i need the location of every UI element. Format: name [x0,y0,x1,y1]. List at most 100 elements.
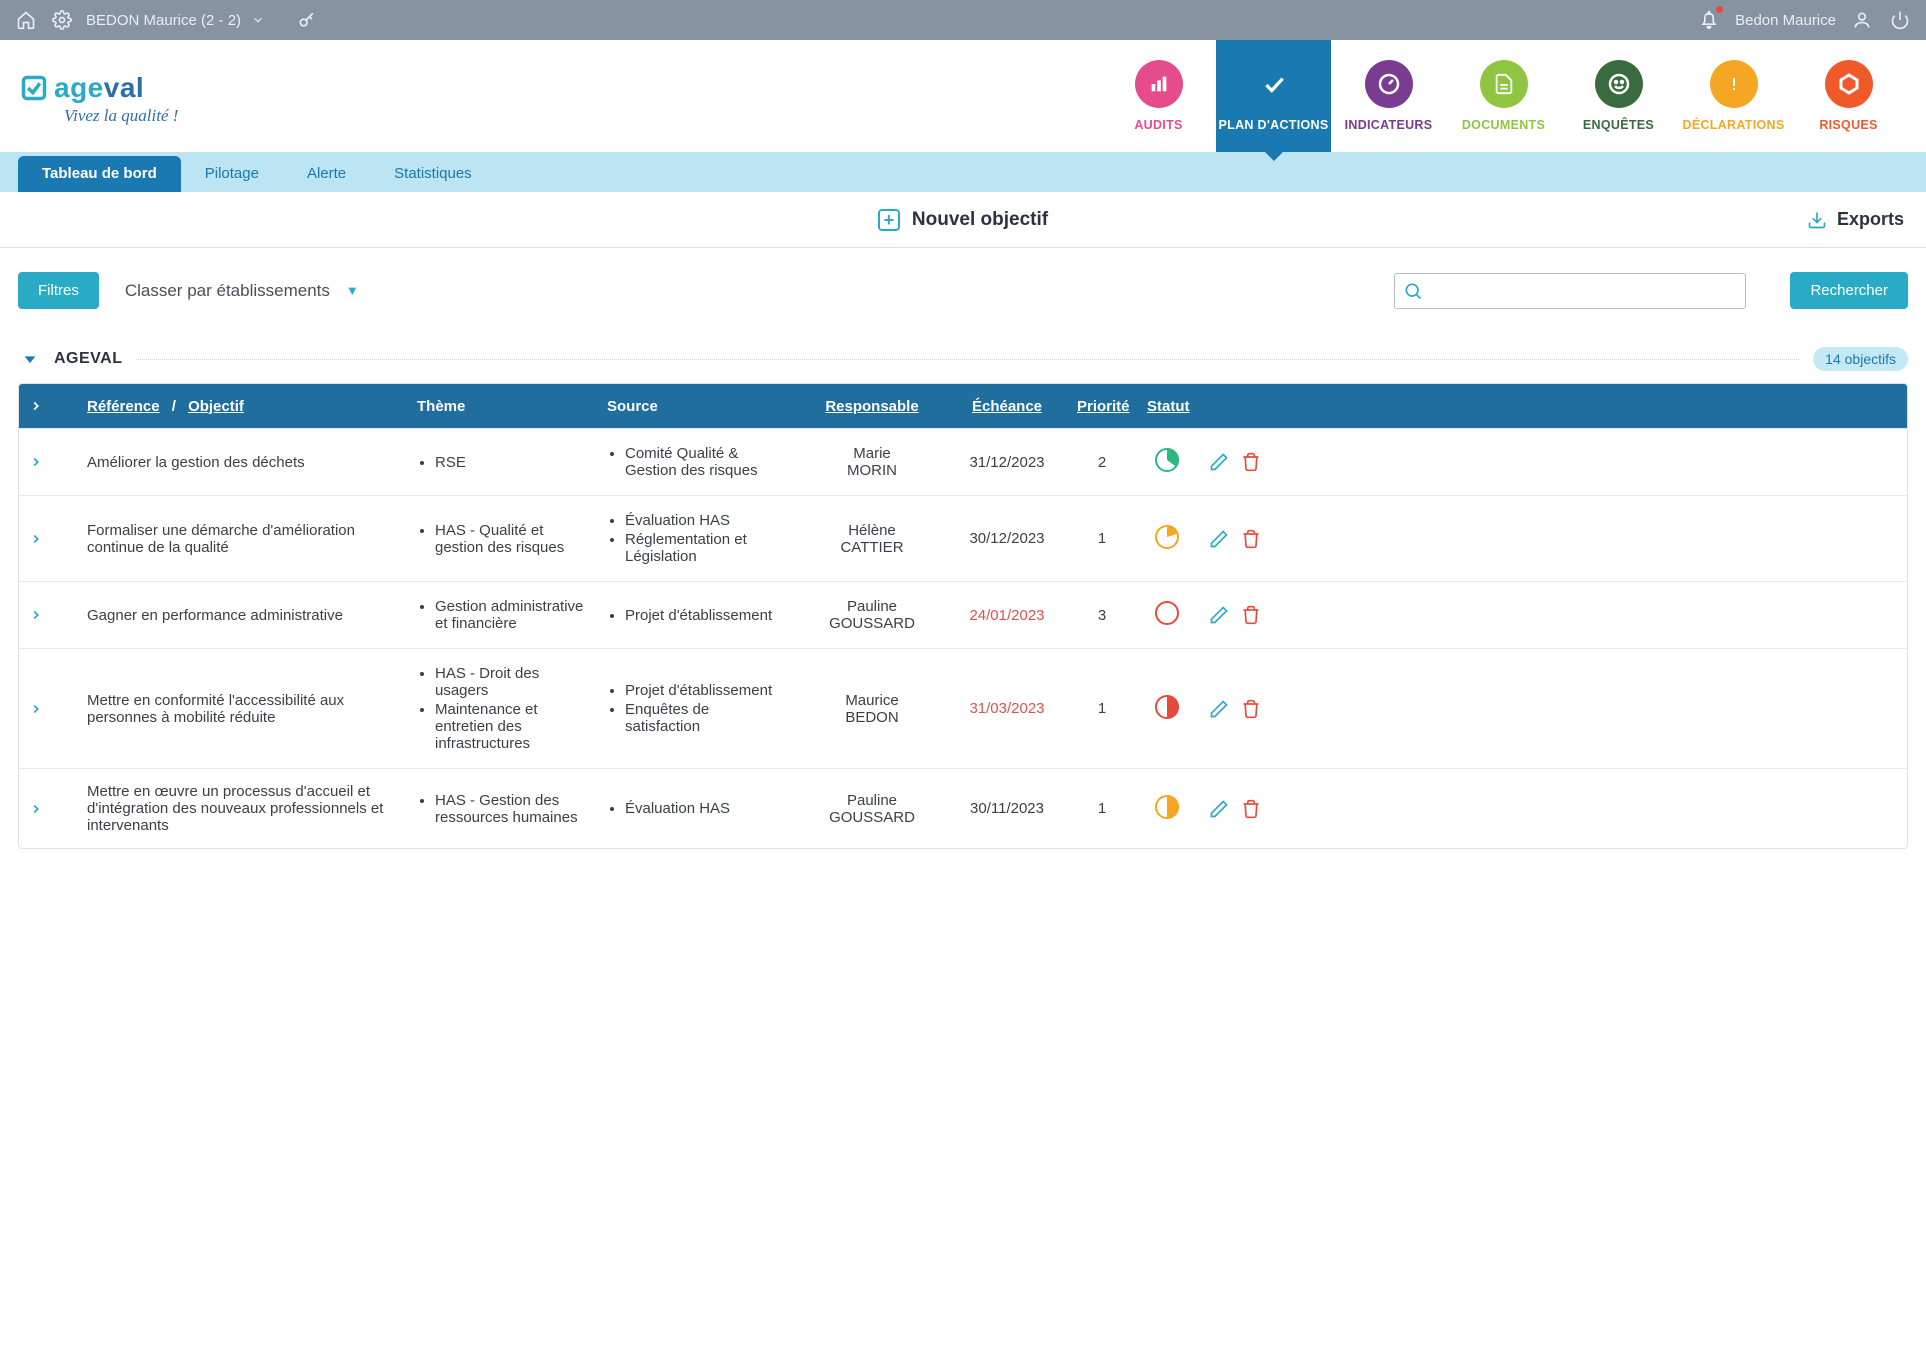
cell-statut [1137,525,1197,553]
cell-priorite: 3 [1067,607,1137,624]
new-objective-button[interactable]: + Nouvel objectif [878,209,1048,231]
triangle-down-icon: ▼ [346,283,359,298]
cell-statut [1137,601,1197,629]
expand-row-icon[interactable] [19,455,77,469]
edit-icon[interactable] [1209,605,1229,625]
group-header: AGEVAL 14 objectifs [0,319,1926,383]
subtab-statistiques[interactable]: Statistiques [370,156,496,192]
status-icon [1155,695,1179,719]
cell-theme: Gestion administrative et financière [407,596,597,634]
table-row: Formaliser une démarche d'amélioration c… [19,495,1907,581]
edit-icon[interactable] [1209,529,1229,549]
table-header: Référence / Objectif Thème Source Respon… [19,384,1907,428]
nav-item-documents[interactable]: DOCUMENTS [1446,40,1561,152]
subtab-tableau-de-bord[interactable]: Tableau de bord [18,156,181,192]
cell-responsable: PaulineGOUSSARD [797,792,947,826]
user-context-label: BEDON Maurice (2 - 2) [86,12,241,29]
nav-item-d-clarations[interactable]: DÉCLARATIONS [1676,40,1791,152]
expand-row-icon[interactable] [19,802,77,816]
user-name: Bedon Maurice [1735,12,1836,29]
header-statut[interactable]: Statut [1137,398,1197,415]
gauge-icon [1365,60,1413,108]
nav-label: INDICATEURS [1345,118,1433,132]
cell-objectif: Formaliser une démarche d'amélioration c… [77,522,407,556]
nav-item-plan-d-actions[interactable]: PLAN D'ACTIONS [1216,40,1331,152]
search-box[interactable] [1394,273,1746,309]
user-icon[interactable] [1850,8,1874,32]
cell-statut [1137,695,1197,723]
source-item: Enquêtes de satisfaction [625,701,787,735]
nav-item-indicateurs[interactable]: INDICATEURS [1331,40,1446,152]
notifications-icon[interactable] [1697,8,1721,32]
delete-icon[interactable] [1241,699,1261,719]
search-button[interactable]: Rechercher [1790,272,1908,309]
cell-responsable: MauriceBEDON [797,692,947,726]
nav-item-audits[interactable]: AUDITS [1101,40,1216,152]
theme-item: Maintenance et entretien des infrastruct… [435,701,587,752]
table-row: Mettre en conformité l'accessibilité aux… [19,648,1907,768]
cell-source: Évaluation HASRéglementation et Législat… [597,510,797,567]
logo[interactable]: ageval Vivez la qualité ! [20,66,178,126]
exports-button[interactable]: Exports [1807,209,1904,230]
main-nav: ageval Vivez la qualité ! AUDITS PLAN D'A… [0,40,1926,152]
header-priorite[interactable]: Priorité [1067,398,1137,415]
expand-row-icon[interactable] [19,608,77,622]
cell-responsable: PaulineGOUSSARD [797,598,947,632]
search-icon [1403,281,1423,301]
cell-statut [1137,448,1197,476]
cell-priorite: 1 [1067,800,1137,817]
objectives-table: Référence / Objectif Thème Source Respon… [18,383,1908,849]
nav-label: RISQUES [1819,118,1877,132]
delete-icon[interactable] [1241,799,1261,819]
plus-icon: + [878,209,900,231]
cell-echeance: 24/01/2023 [947,607,1067,624]
subtab-alerte[interactable]: Alerte [283,156,370,192]
delete-icon[interactable] [1241,529,1261,549]
delete-icon[interactable] [1241,605,1261,625]
delete-icon[interactable] [1241,452,1261,472]
smile-icon [1595,60,1643,108]
cell-objectif: Mettre en conformité l'accessibilité aux… [77,692,407,726]
edit-icon[interactable] [1209,452,1229,472]
nav-item-risques[interactable]: RISQUES [1791,40,1906,152]
nav-item-enqu-tes[interactable]: ENQUÊTES [1561,40,1676,152]
cell-actions [1197,605,1277,625]
expand-row-icon[interactable] [19,702,77,716]
header-responsable[interactable]: Responsable [797,398,947,415]
status-icon [1155,525,1179,549]
cell-statut [1137,795,1197,823]
edit-icon[interactable] [1209,699,1229,719]
settings-icon[interactable] [50,8,74,32]
cell-priorite: 1 [1067,700,1137,717]
check-icon [1250,60,1298,108]
chevron-down-icon [251,13,265,27]
home-icon[interactable] [14,8,38,32]
user-context-dropdown[interactable]: BEDON Maurice (2 - 2) [86,12,265,29]
nav-label: PLAN D'ACTIONS [1219,118,1329,132]
action-row: + Nouvel objectif Exports [0,192,1926,248]
cell-source: Projet d'établissement [597,605,797,626]
header-reference[interactable]: Référence [87,398,160,415]
header-expand[interactable] [19,399,77,413]
key-icon[interactable] [295,8,319,32]
collapse-icon[interactable] [22,351,38,367]
header-echeance[interactable]: Échéance [947,398,1067,415]
status-icon [1155,601,1179,625]
nav-label: AUDITS [1134,118,1182,132]
filters-button[interactable]: Filtres [18,272,99,309]
edit-icon[interactable] [1209,799,1229,819]
source-item: Évaluation HAS [625,512,787,529]
search-input[interactable] [1431,282,1737,299]
header-theme: Thème [407,398,597,415]
table-row: Améliorer la gestion des déchets RSE Com… [19,428,1907,495]
logo-tagline: Vivez la qualité ! [64,106,178,126]
subtab-pilotage[interactable]: Pilotage [181,156,283,192]
sub-nav: Tableau de bordPilotageAlerteStatistique… [0,152,1926,192]
header-objectif[interactable]: Objectif [188,398,244,415]
sort-dropdown[interactable]: Classer par établissements ▼ [125,281,359,301]
expand-row-icon[interactable] [19,532,77,546]
exports-label: Exports [1837,209,1904,230]
cell-theme: HAS - Gestion des ressources humaines [407,790,597,828]
power-icon[interactable] [1888,8,1912,32]
cell-source: Projet d'établissementEnquêtes de satisf… [597,680,797,737]
